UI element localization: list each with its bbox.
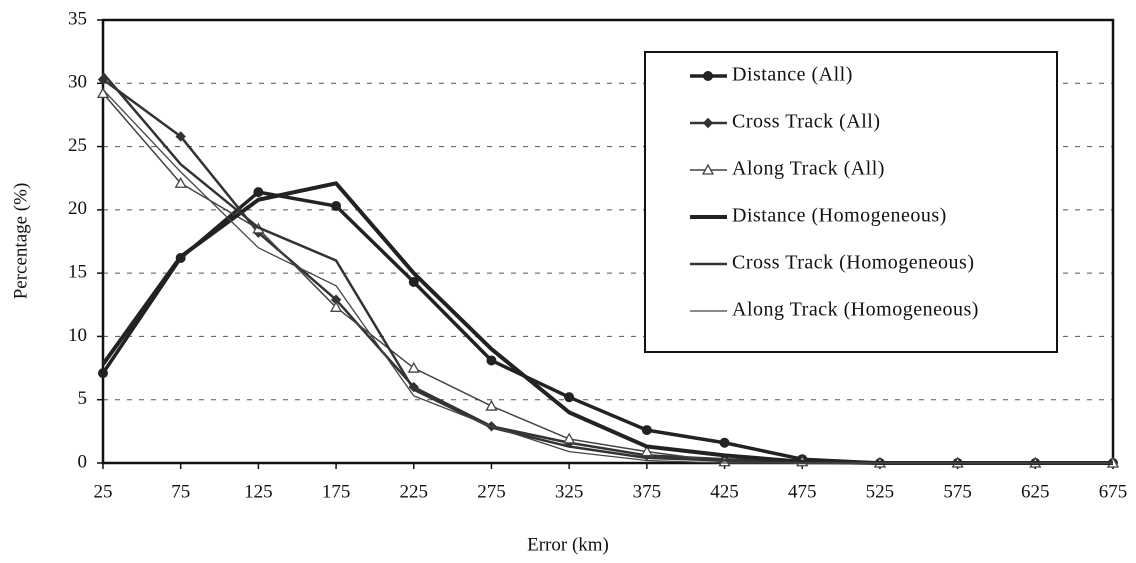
x-tick-label: 125 <box>244 481 273 502</box>
x-tick-label: 75 <box>171 481 190 502</box>
point <box>564 392 575 403</box>
point <box>702 117 714 129</box>
point <box>174 176 187 188</box>
y-tick-label: 30 <box>68 72 87 93</box>
point <box>485 399 498 411</box>
point <box>329 300 343 312</box>
y-tick-label: 5 <box>78 388 88 409</box>
point <box>703 71 713 81</box>
legend-label: Along Track (All) <box>732 158 885 180</box>
point <box>253 187 264 198</box>
y-tick-label: 15 <box>68 262 87 283</box>
x-tick-label: 375 <box>633 481 662 502</box>
point <box>701 163 715 175</box>
series-line <box>102 89 1113 464</box>
point <box>486 355 497 366</box>
y-tick-label: 20 <box>68 198 87 219</box>
x-axis-label: Error (km) <box>527 534 609 555</box>
point <box>407 361 420 373</box>
legend-label: Cross Track (All) <box>732 111 881 133</box>
point <box>408 277 419 288</box>
x-tick-label: 25 <box>94 481 113 502</box>
x-tick-label: 475 <box>788 481 817 502</box>
legend-label: Distance (Homogeneous) <box>732 205 947 227</box>
legend-box <box>644 51 1058 353</box>
legend-label: Along Track (Homogeneous) <box>732 299 979 321</box>
point <box>98 368 108 379</box>
x-tick-label: 325 <box>555 481 584 502</box>
point <box>331 201 342 212</box>
y-tick-label: 35 <box>68 8 87 29</box>
legend-label: Cross Track (Homogeneous) <box>732 252 975 274</box>
y-tick-label: 25 <box>68 135 87 156</box>
x-tick-label: 675 <box>1099 481 1128 502</box>
point <box>640 445 653 457</box>
x-tick-label: 625 <box>1021 481 1050 502</box>
x-tick-label: 275 <box>477 481 506 502</box>
legend-label: Distance (All) <box>732 64 853 86</box>
x-tick-label: 225 <box>400 481 429 502</box>
plot-frame <box>101 18 1115 465</box>
x-tick-label: 425 <box>710 481 739 502</box>
point <box>563 432 576 444</box>
x-tick-label: 525 <box>866 481 895 502</box>
x-tick-label: 575 <box>943 481 972 502</box>
point <box>719 437 730 448</box>
point <box>175 131 186 142</box>
y-tick-label: 10 <box>68 325 87 346</box>
x-tick-label: 175 <box>322 481 351 502</box>
y-axis-label: Percentage (%) <box>10 183 31 300</box>
point <box>641 425 652 436</box>
y-tick-label: 0 <box>78 451 88 472</box>
